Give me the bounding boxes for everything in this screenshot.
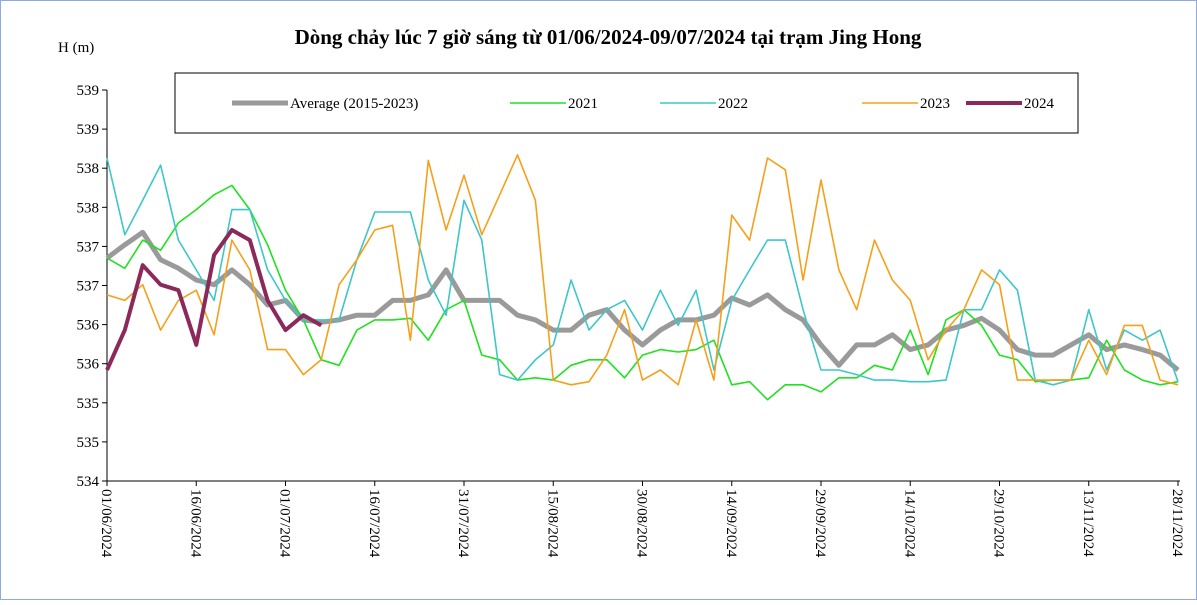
y-tick-label: 538: [77, 200, 100, 216]
y-tick-label: 536: [77, 357, 100, 373]
y-tick-label: 538: [77, 161, 100, 177]
series-line: [105, 228, 323, 371]
legend-box: [174, 72, 1079, 134]
y-tick-label: 537: [77, 239, 100, 255]
legend-label: 2023: [920, 96, 950, 112]
y-tick-label: 534: [77, 474, 100, 490]
x-tick-label: 16/06/2024: [187, 489, 203, 558]
series-line: [106, 154, 1179, 386]
series-line: [106, 157, 1179, 386]
x-tick-label: 29/09/2024: [812, 489, 828, 558]
y-tick-label: 537: [77, 279, 100, 295]
legend-label: Average (2015-2023): [290, 96, 418, 112]
x-tick-label: 29/10/2024: [991, 489, 1007, 558]
legend-label: 2021: [568, 96, 598, 112]
x-tick-label: 14/10/2024: [901, 489, 917, 558]
series-line: [106, 184, 1179, 401]
y-tick-label: 535: [77, 435, 100, 451]
x-tick-label: 14/09/2024: [723, 489, 739, 558]
y-tick-label: 539: [77, 122, 100, 138]
y-tick-label: 539: [77, 83, 100, 99]
y-axis-label: H (m): [58, 40, 94, 56]
x-tick-label: 31/07/2024: [455, 489, 471, 558]
x-tick-label: 01/06/2024: [98, 489, 114, 558]
chart-title: Dòng chảy lúc 7 giờ sáng từ 01/06/2024-0…: [295, 25, 922, 49]
x-tick-label: 16/07/2024: [366, 489, 382, 558]
x-tick-label: 01/07/2024: [277, 489, 293, 558]
x-tick-label: 13/11/2024: [1080, 489, 1096, 557]
y-tick-label: 536: [77, 318, 100, 334]
legend-label: 2022: [718, 96, 748, 112]
x-tick-label: 15/08/2024: [544, 489, 560, 558]
x-tick-label: 28/11/2024: [1169, 489, 1185, 557]
x-tick-label: 30/08/2024: [634, 489, 650, 558]
legend-label: 2024: [1024, 96, 1055, 112]
y-tick-label: 535: [77, 396, 100, 412]
